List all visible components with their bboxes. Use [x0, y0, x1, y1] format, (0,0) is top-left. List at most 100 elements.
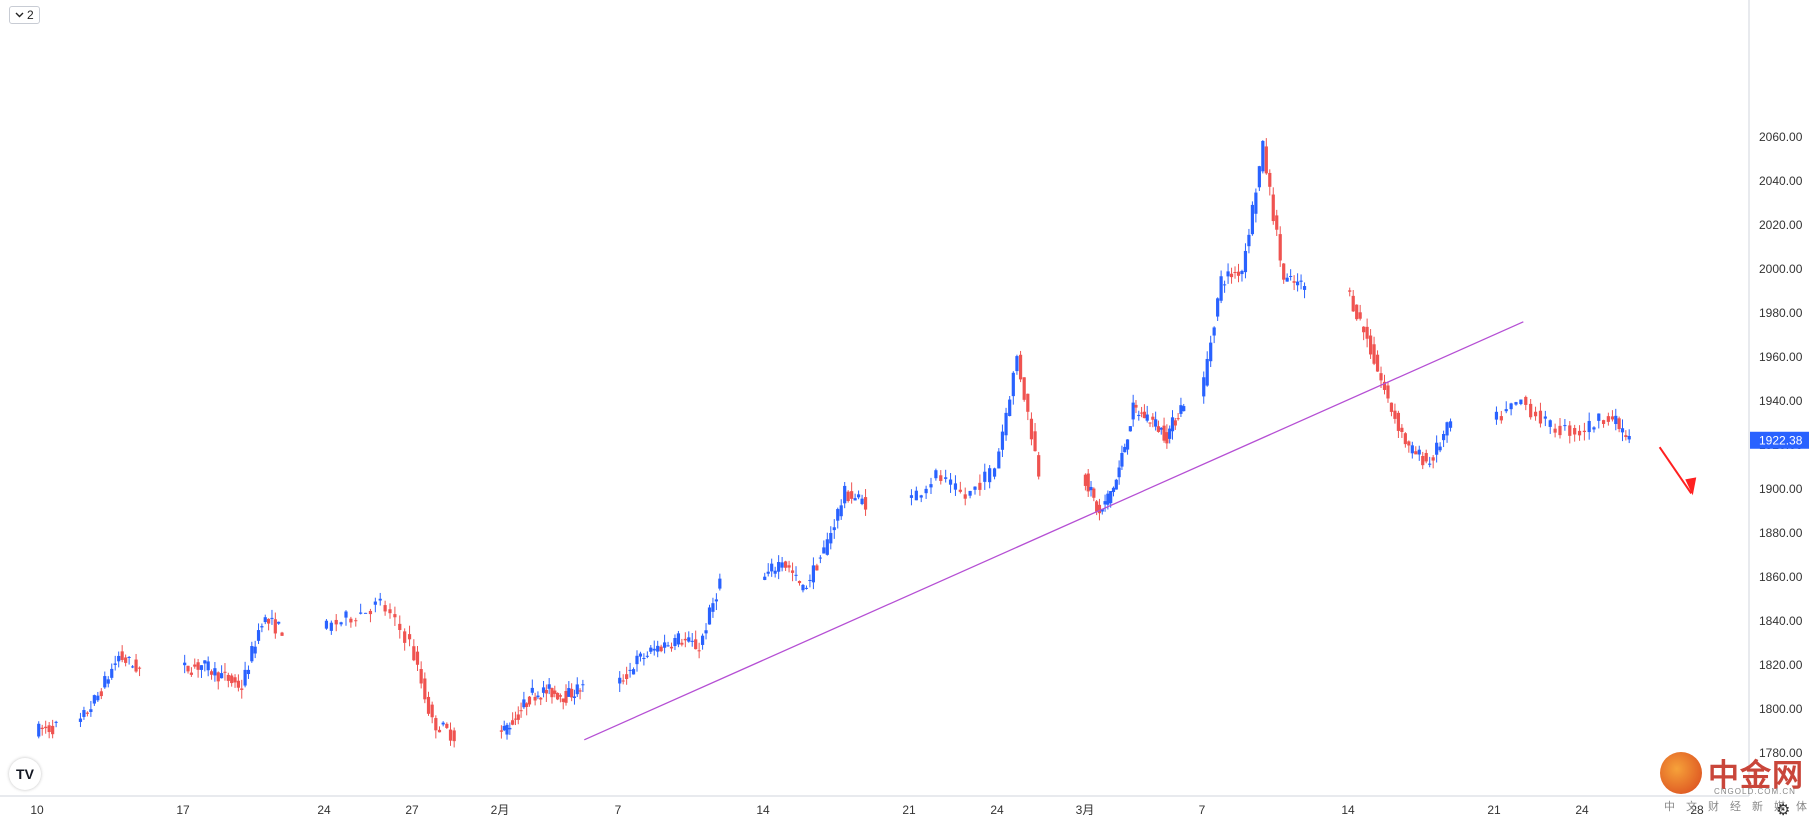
candle-body: [1145, 414, 1149, 421]
candle-body: [1431, 457, 1435, 461]
tradingview-logo-icon[interactable]: TV: [9, 758, 41, 790]
watermark-name: 中金网: [1708, 758, 1804, 794]
candle-body: [777, 562, 781, 572]
candle-body: [631, 669, 636, 675]
candle-body: [511, 720, 515, 725]
time-tick-label: 7: [615, 803, 622, 817]
price-tick-label: 2060.00: [1759, 130, 1803, 144]
candle-body: [527, 696, 532, 705]
candle-body: [1226, 271, 1230, 277]
watermark-url: CNGOLD.COM.CN: [1714, 787, 1796, 796]
candle-body: [134, 659, 138, 672]
candle-body: [763, 576, 767, 580]
candle-body: [1089, 486, 1093, 491]
candle-body: [508, 727, 512, 730]
candle-body: [1229, 273, 1234, 278]
candle-body: [206, 661, 210, 671]
candle-body: [1375, 354, 1380, 372]
candle-body: [770, 563, 774, 572]
candle-body: [37, 723, 41, 737]
candle-body: [958, 489, 962, 492]
candle-body: [1243, 250, 1248, 273]
candle-body: [832, 527, 836, 531]
candle-body: [839, 505, 843, 517]
candle-body: [914, 490, 918, 501]
candle-body: [437, 729, 442, 733]
candle-body: [621, 680, 625, 682]
candle-body: [1257, 166, 1261, 188]
time-tick-label: 27: [405, 803, 419, 817]
candle-body: [635, 655, 639, 665]
candle-body: [578, 690, 582, 692]
time-tick-label: 3月: [1076, 803, 1095, 817]
candle-body: [1236, 271, 1241, 276]
time-tick-label: 28: [1690, 803, 1704, 817]
candle-body: [929, 484, 933, 488]
last-price-badge: [1750, 431, 1809, 449]
candle-body: [383, 605, 387, 612]
candle-body: [1504, 409, 1508, 412]
candle-body: [344, 611, 348, 618]
candle-body: [120, 651, 124, 660]
gear-icon[interactable]: ⚙: [1776, 802, 1791, 819]
candle-body: [412, 646, 416, 661]
candle-body: [992, 468, 997, 477]
candle-body: [1212, 327, 1216, 336]
candle-body: [89, 709, 93, 712]
candle-body: [1182, 406, 1186, 412]
candle-body: [934, 470, 938, 479]
candle-body: [1299, 280, 1303, 282]
candle-body: [1441, 434, 1446, 441]
candle-body: [1083, 474, 1088, 486]
candle-body: [1216, 298, 1220, 317]
candle-body: [110, 668, 114, 678]
candle-body: [567, 688, 571, 697]
candle-body: [1424, 453, 1428, 462]
candle-body: [85, 712, 90, 714]
candle-body: [581, 684, 585, 686]
candle-body: [1137, 414, 1141, 417]
candle-body: [638, 653, 643, 657]
candle-body: [550, 688, 554, 698]
candle-body: [189, 672, 193, 675]
candle-body: [1097, 504, 1102, 514]
price-tick-label: 2000.00: [1759, 262, 1803, 276]
candle-body: [794, 574, 798, 576]
time-tick-label: 7: [1199, 803, 1206, 817]
candle-body: [1209, 342, 1213, 362]
candle-body: [260, 626, 264, 628]
candle-body: [804, 587, 809, 589]
candle-body: [1092, 488, 1096, 498]
candle-body: [236, 680, 240, 688]
candle-body: [1448, 421, 1453, 428]
candle-body: [398, 623, 402, 630]
candle-body: [1250, 204, 1255, 235]
collapse-badge-count: 2: [27, 8, 34, 22]
time-tick-label: 10: [30, 803, 44, 817]
candle-body: [1445, 422, 1449, 436]
candle-body: [349, 618, 353, 623]
collapse-toggle-button[interactable]: 2: [9, 6, 40, 24]
candle-body: [1111, 487, 1116, 493]
candle-body: [787, 565, 791, 568]
candle-body: [1601, 420, 1606, 424]
candle-body: [92, 695, 96, 704]
down-arrow-shaft: [1658, 446, 1693, 494]
candle-body: [530, 687, 534, 693]
candle-body: [1026, 393, 1030, 412]
candle-body: [1533, 411, 1538, 417]
candle-body: [505, 724, 509, 735]
candle-body: [988, 468, 992, 483]
candle-body: [1103, 501, 1107, 505]
candle-body: [1240, 270, 1244, 275]
candle-body: [1494, 411, 1499, 420]
candle-body: [522, 699, 526, 708]
tradingview-logo-text: TV: [16, 766, 34, 782]
candle-body: [704, 630, 708, 634]
candle-body: [363, 612, 368, 614]
candle-body: [642, 657, 646, 659]
candle-body: [625, 674, 629, 679]
candlestick-series: [37, 138, 1631, 748]
candle-body: [1582, 430, 1586, 433]
